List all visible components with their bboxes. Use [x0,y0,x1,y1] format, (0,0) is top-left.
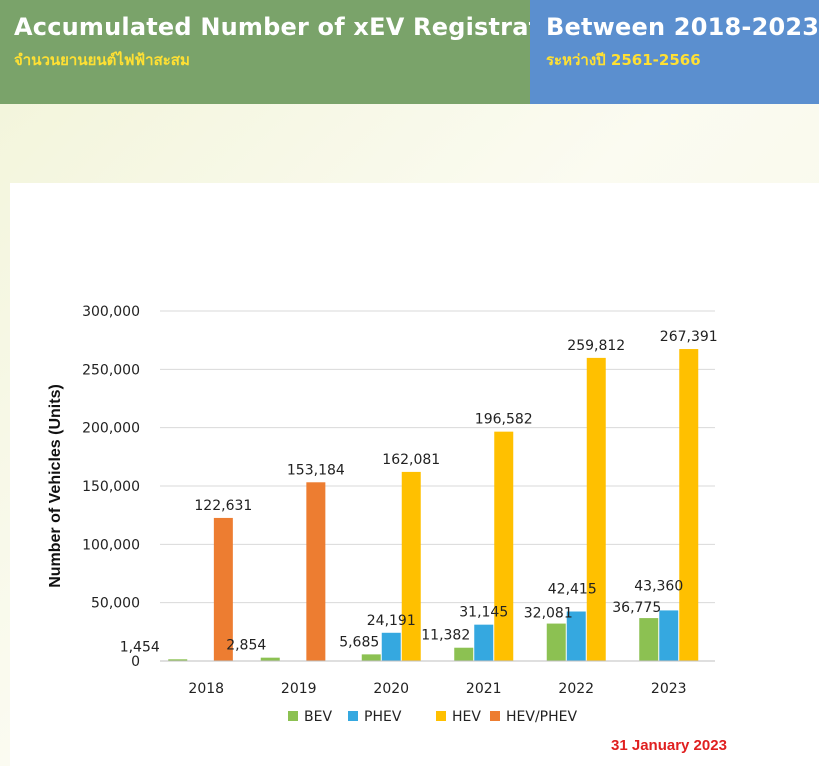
bar-hev-2020 [401,471,421,661]
x-tick-label: 2018 [188,681,224,697]
value-labels: 1,454 122,631 2,854 153,184 5,685 24,191 162,0… [120,329,718,655]
legend-swatch-phev [348,711,358,721]
x-tick-label: 2020 [373,681,409,697]
y-tick-label: 250,000 [82,362,140,378]
data-label: 153,184 [287,462,345,478]
y-axis-title: Number of Vehicles (Units) [47,384,64,588]
bar-bev-2018 [168,659,188,661]
bar-bev-2021 [454,647,474,661]
x-tick-label: 2019 [281,681,317,697]
legend-label: PHEV [364,709,402,725]
data-label: 2,854 [226,638,266,654]
x-tick-labels: 2018 2019 2020 2021 2022 2023 [188,681,686,697]
legend-label: HEV [452,709,481,725]
legend-label: HEV/PHEV [506,709,577,725]
bar-phev-2021 [474,624,494,661]
y-tick-labels: 0 50,000 100,000 150,000 200,000 250,000 300,0… [82,304,140,670]
bars [168,349,699,661]
legend-swatch-bev [288,711,298,721]
bar-hev-phev-2018 [213,517,233,661]
bar-chart: 1,454 122,631 2,854 153,184 5,685 24,191 162,0… [47,304,718,725]
header-left-banner: Accumulated Number of xEV Registration จ… [0,0,582,104]
data-label: 1,454 [120,639,160,655]
data-label: 36,775 [612,600,661,616]
y-tick-label: 100,000 [82,537,140,553]
y-tick-label: 150,000 [82,479,140,495]
x-tick-label: 2021 [466,681,502,697]
header-title: Accumulated Number of xEV Registration [14,13,583,41]
header-period-title: Between 2018-2023 [546,13,819,41]
legend-label: BEV [304,709,332,725]
data-label: 5,685 [339,634,379,650]
data-label: 42,415 [548,582,597,598]
x-tick-label: 2022 [558,681,594,697]
data-label: 32,081 [524,606,573,622]
y-tick-label: 200,000 [82,421,140,437]
legend: BEV PHEV HEV HEV/PHEV [288,709,577,725]
header-subtitle: จำนวนยานยนต์ไฟฟ้าสะสม [14,51,190,69]
chart-panel: 1,454 122,631 2,854 153,184 5,685 24,191 162,0… [10,183,819,766]
y-tick-label: 0 [131,654,140,670]
data-label: 122,631 [194,498,252,514]
bar-phev-2023 [659,610,679,661]
data-label: 196,582 [475,412,533,428]
data-label: 11,382 [421,628,470,644]
bar-hev-2021 [494,431,514,661]
bar-bev-2022 [546,623,566,661]
legend-swatch-hev [436,711,446,721]
bar-bev-2019 [260,657,280,661]
data-label: 267,391 [660,329,718,345]
data-label: 31,145 [459,605,508,621]
x-tick-label: 2023 [651,681,687,697]
legend-swatch-hev-phev [490,711,500,721]
data-label: 43,360 [634,578,683,594]
data-label: 259,812 [567,338,625,354]
grid-lines [160,310,715,604]
header-period-subtitle: ระหว่างปี 2561-2566 [546,51,701,69]
date-stamp: 31 January 2023 [611,737,727,754]
data-label: 162,081 [382,452,440,468]
bar-bev-2020 [361,654,381,661]
data-label: 24,191 [367,613,416,629]
bar-phev-2022 [566,611,586,661]
y-tick-label: 300,000 [82,304,140,320]
header-right-banner: Between 2018-2023 ระหว่างปี 2561-2566 [530,0,819,104]
bar-hev-2023 [679,349,699,661]
bar-phev-2020 [381,632,401,661]
y-tick-label: 50,000 [91,596,140,612]
bar-bev-2023 [639,618,659,661]
bar-hev-phev-2019 [306,482,326,661]
bar-hev-2022 [586,357,606,661]
